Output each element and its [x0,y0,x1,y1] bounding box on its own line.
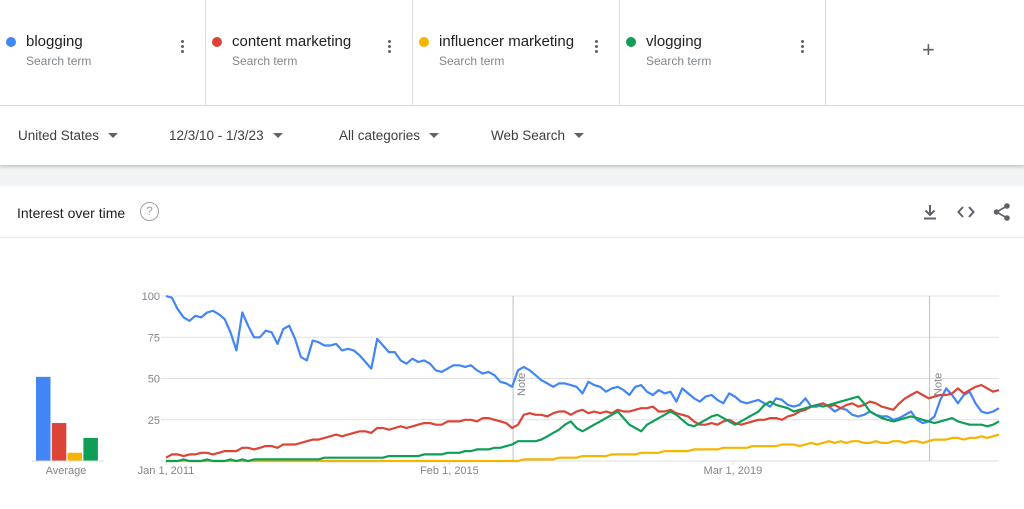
search-term-card-content-marketing[interactable]: content marketing Search term [206,0,413,106]
region-dropdown[interactable]: United States [18,128,119,143]
y-tick-label: 75 [148,332,160,344]
search-term-type: Search term [439,54,505,68]
embed-code-icon[interactable] [955,201,977,223]
average-bar-blogging [36,376,51,461]
search-property-dropdown[interactable]: Web Search [491,128,585,143]
more-vert-icon[interactable] [593,40,599,56]
search-property-value: Web Search [491,128,566,143]
series-color-dot [626,37,636,47]
search-term-name[interactable]: influencer marketing [439,33,575,50]
caret-down-icon [272,132,283,138]
search-term-name[interactable]: blogging [26,33,83,50]
x-tick-label: Mar 1, 2019 [704,465,763,477]
series-color-dot [6,37,16,47]
more-vert-icon[interactable] [179,40,185,56]
average-label: Average [46,465,87,477]
caret-down-icon [108,132,119,138]
search-terms-bar: blogging Search term content marketing S… [0,0,1024,106]
search-term-type: Search term [646,54,712,68]
more-vert-icon[interactable] [799,40,805,56]
date-range-value: 12/3/10 - 1/3/23 [169,128,264,143]
add-icon[interactable]: + [922,37,935,62]
x-tick-label: Jan 1, 2011 [138,465,195,477]
average-bar-vlogging [83,437,98,461]
series-line-influencer-marketing [166,433,1000,463]
caret-down-icon [429,132,440,138]
search-term-card-vlogging[interactable]: vlogging Search term [620,0,826,106]
average-bar-content-marketing [51,423,67,461]
interest-over-time-chart[interactable]: 25 50 75 100 Jan 1, 2011 Feb 1, 2015 Mar 1, 20… [0,186,1024,509]
download-icon[interactable] [919,201,941,223]
filter-bar: United States 12/3/10 - 1/3/23 All categ… [0,107,1024,165]
search-term-card-blogging[interactable]: blogging Search term [0,0,206,106]
section-gap [0,165,1024,186]
search-term-type: Search term [26,54,92,68]
caret-down-icon [574,132,585,138]
series-line-blogging [165,294,1000,425]
series-color-dot [419,37,429,47]
average-bar-influencer-marketing [67,452,83,461]
category-dropdown[interactable]: All categories [339,128,440,143]
search-term-type: Search term [232,54,298,68]
x-tick-label: Feb 1, 2015 [420,465,479,477]
card-header: Interest over time ? [0,186,1024,238]
series-line-vlogging [166,395,1000,463]
category-value: All categories [339,128,421,143]
y-tick-label: 50 [148,374,160,386]
share-icon[interactable] [991,201,1013,223]
search-term-name[interactable]: vlogging [646,33,702,50]
series-line-content-marketing [165,384,1000,459]
search-term-name[interactable]: content marketing [232,33,352,50]
y-tick-label: 25 [148,415,160,427]
card-title: Interest over time [17,205,126,221]
interest-over-time-card: Interest over time ? 25 50 75 100 Jan 1, [0,186,1024,509]
help-icon[interactable]: ? [140,202,159,221]
more-vert-icon[interactable] [386,40,392,56]
date-range-dropdown[interactable]: 12/3/10 - 1/3/23 [169,128,283,143]
region-value: United States [18,128,100,143]
note-marker-label: Note [933,373,945,396]
note-marker-label: Note [516,373,528,396]
y-tick-label: 100 [142,291,160,303]
search-term-card-influencer-marketing[interactable]: influencer marketing Search term [413,0,620,106]
series-color-dot [212,37,222,47]
add-comparison-area[interactable]: + [826,0,1024,106]
